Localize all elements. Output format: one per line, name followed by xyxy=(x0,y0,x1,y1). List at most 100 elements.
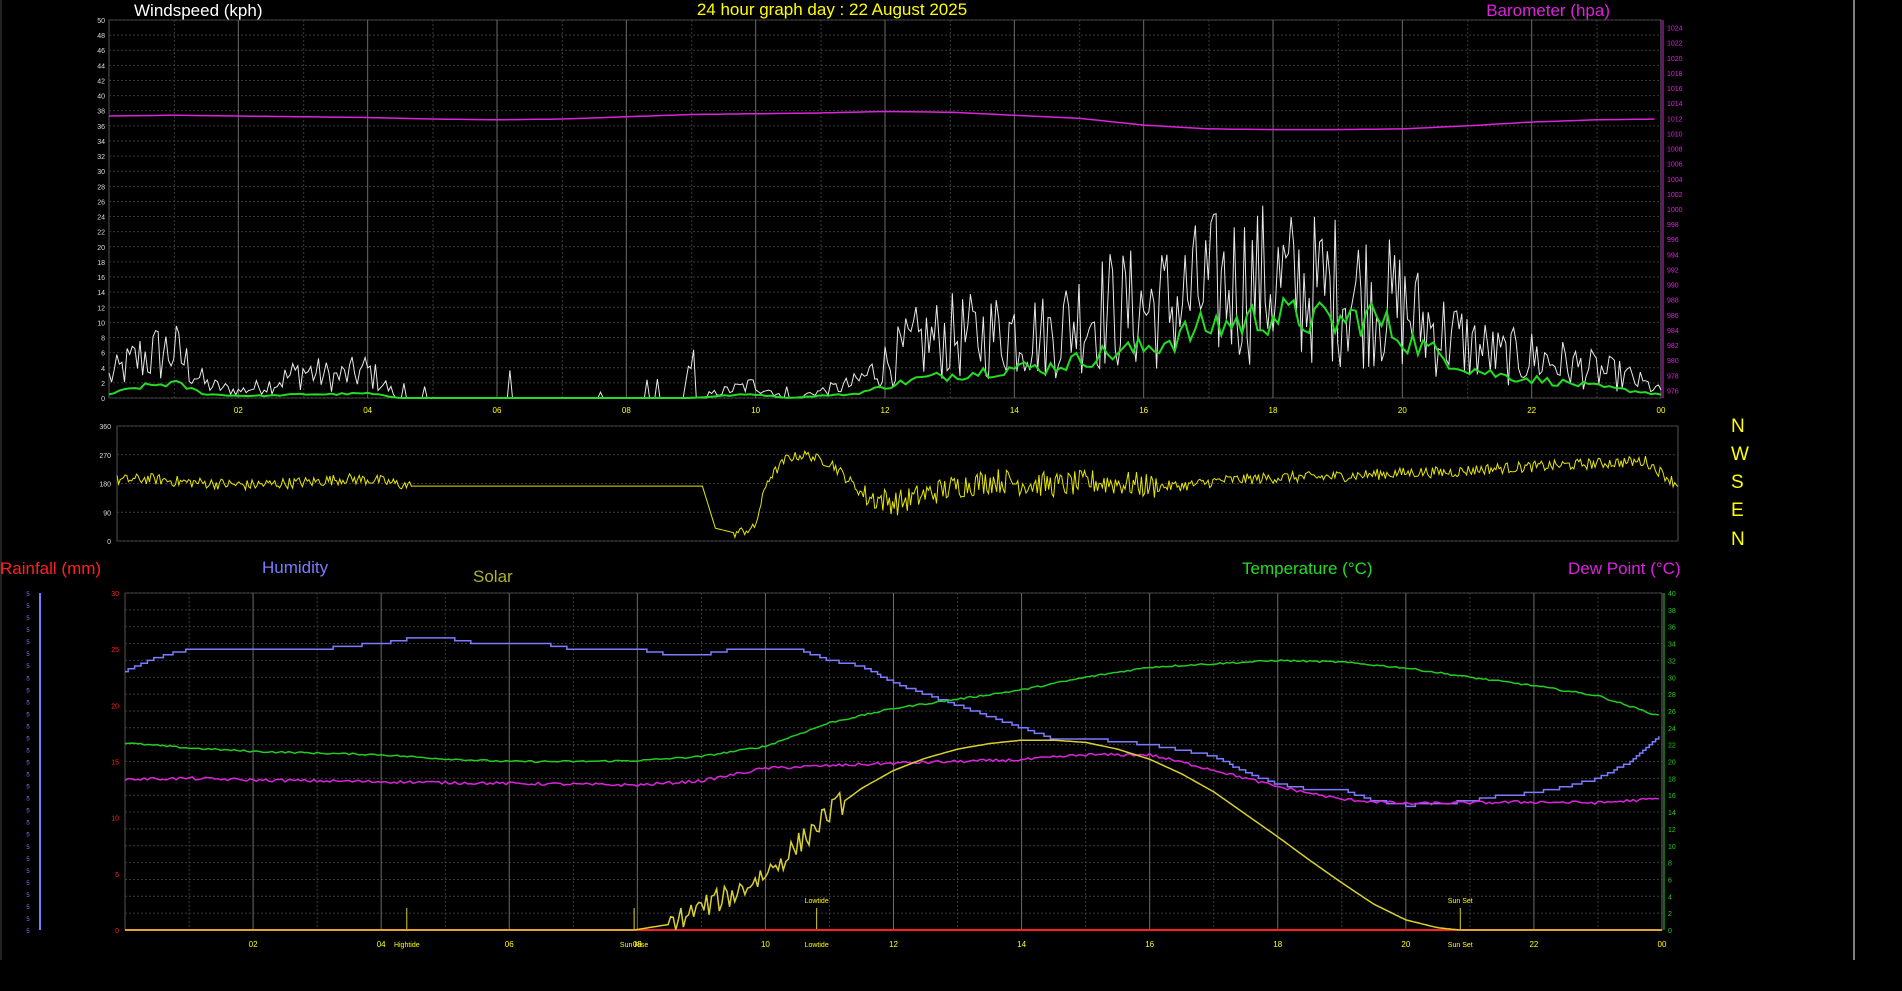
temp-x-tick-label: 12 xyxy=(889,940,898,949)
windspeed-tick-label: 2 xyxy=(101,381,105,388)
barometer-tick-label: 1024 xyxy=(1667,26,1683,33)
barometer-tick-label: 1004 xyxy=(1667,177,1683,184)
temp-x-tick-label: 02 xyxy=(249,940,258,949)
humidity-tick-label: 5 xyxy=(26,929,30,935)
direction-tick-label: 180 xyxy=(99,482,111,489)
temperature-tick-label: 4 xyxy=(1668,894,1672,901)
temperature-humidity-chart: 0246810121416182022242628303234363840051… xyxy=(26,591,1676,949)
dewpoint-axis-label: Dew Point (°C) xyxy=(1568,559,1681,578)
humidity-tick-label: 5 xyxy=(26,700,30,706)
humidity-tick-label: 5 xyxy=(26,664,30,670)
temperature-tick-label: 24 xyxy=(1668,726,1676,733)
barometer-tick-label: 988 xyxy=(1667,298,1679,305)
windspeed-tick-label: 40 xyxy=(97,94,105,101)
rainfall-tick-label: 15 xyxy=(111,760,119,767)
windspeed-tick-label: 34 xyxy=(97,139,105,146)
compass-letter-n-top: N xyxy=(1731,416,1745,437)
windspeed-tick-label: 6 xyxy=(101,351,105,358)
barometer-tick-label: 984 xyxy=(1667,328,1679,335)
windspeed-tick-label: 12 xyxy=(97,305,105,312)
direction-tick-label: 90 xyxy=(103,510,111,517)
windspeed-tick-label: 48 xyxy=(97,33,105,40)
humidity-tick-label: 5 xyxy=(26,688,30,694)
temperature-tick-label: 6 xyxy=(1668,877,1672,884)
temp-x-tick-label: 20 xyxy=(1401,940,1410,949)
humidity-tick-label: 5 xyxy=(26,724,30,730)
barometer-series xyxy=(108,110,1655,131)
annotation-label-bottom: Sun Set xyxy=(1448,942,1473,949)
dewpoint-series xyxy=(124,752,1659,806)
direction-tick-label: 360 xyxy=(99,424,111,431)
annotation-label-bottom: Lowtide xyxy=(805,942,829,949)
humidity-tick-label: 5 xyxy=(26,797,30,803)
barometer-tick-label: 1014 xyxy=(1667,101,1683,108)
temperature-tick-label: 20 xyxy=(1668,760,1676,767)
temperature-tick-label: 0 xyxy=(1668,928,1672,935)
humidity-tick-label: 5 xyxy=(26,905,30,911)
wind-x-tick-label: 00 xyxy=(1657,406,1666,415)
barometer-tick-label: 980 xyxy=(1667,358,1679,365)
solar-series xyxy=(125,739,1662,931)
windspeed-tick-label: 26 xyxy=(97,199,105,206)
temperature-tick-label: 12 xyxy=(1668,827,1676,834)
humidity-tick-label: 5 xyxy=(26,821,30,827)
wind-direction-series xyxy=(116,449,1679,539)
windspeed-tick-label: 50 xyxy=(97,18,105,25)
compass-letter-e: E xyxy=(1731,500,1744,521)
windspeed-tick-label: 16 xyxy=(97,275,105,282)
wind-direction-chart: 0 90 180 270 360 xyxy=(99,424,1679,546)
windspeed-tick-label: 8 xyxy=(101,336,105,343)
barometer-tick-label: 998 xyxy=(1667,222,1679,229)
barometer-tick-label: 996 xyxy=(1667,237,1679,244)
barometer-tick-label: 1020 xyxy=(1667,56,1683,63)
humidity-tick-label: 5 xyxy=(26,652,30,658)
wind-barometer-chart: 0246810121416182022242628303234363840424… xyxy=(97,18,1682,415)
humidity-tick-label: 5 xyxy=(26,773,30,779)
temperature-tick-label: 34 xyxy=(1668,642,1676,649)
wind-x-tick-label: 08 xyxy=(622,406,631,415)
page-title: 24 hour graph day : 22 August 2025 xyxy=(697,0,967,19)
humidity-tick-label: 5 xyxy=(26,809,30,815)
temp-x-tick-label: 10 xyxy=(761,940,770,949)
rainfall-tick-label: 0 xyxy=(115,928,119,935)
barometer-tick-label: 1008 xyxy=(1667,147,1683,154)
humidity-tick-label: 5 xyxy=(26,640,30,646)
solar-axis-label: Solar xyxy=(473,567,513,586)
barometer-tick-label: 978 xyxy=(1667,373,1679,380)
humidity-tick-label: 5 xyxy=(26,676,30,682)
wind-x-tick-label: 18 xyxy=(1269,406,1278,415)
temperature-tick-label: 16 xyxy=(1668,793,1676,800)
temperature-tick-label: 10 xyxy=(1668,844,1676,851)
windspeed-tick-label: 36 xyxy=(97,124,105,131)
temperature-tick-label: 2 xyxy=(1668,911,1672,918)
annotation-label-bottom: Sun Rise xyxy=(620,942,649,949)
windspeed-tick-label: 20 xyxy=(97,245,105,252)
wind-x-tick-label: 16 xyxy=(1139,406,1148,415)
humidity-tick-label: 5 xyxy=(26,616,30,622)
windspeed-tick-label: 46 xyxy=(97,48,105,55)
annotation-label-top: Sun Set xyxy=(1448,898,1473,905)
temperature-tick-label: 28 xyxy=(1668,692,1676,699)
wind-x-tick-label: 06 xyxy=(493,406,502,415)
wind-x-tick-label: 22 xyxy=(1527,406,1536,415)
temperature-series xyxy=(124,659,1659,764)
barometer-tick-label: 976 xyxy=(1667,388,1679,395)
humidity-tick-label: 5 xyxy=(26,604,30,610)
barometer-axis-label: Barometer (hpa) xyxy=(1486,1,1610,20)
humidity-tick-label: 5 xyxy=(26,628,30,634)
temperature-tick-label: 30 xyxy=(1668,675,1676,682)
windspeed-tick-label: 22 xyxy=(97,230,105,237)
direction-tick-label: 270 xyxy=(99,453,111,460)
windspeed-tick-label: 44 xyxy=(97,63,105,70)
temperature-axis-label: Temperature (°C) xyxy=(1242,559,1373,578)
compass-letters: N W S E N xyxy=(1731,416,1749,550)
annotation-label-top: Lowtide xyxy=(805,898,829,905)
rainfall-tick-label: 20 xyxy=(111,703,119,710)
windspeed-axis-label: Windspeed (kph) xyxy=(134,1,263,20)
compass-letter-n-bottom: N xyxy=(1731,529,1745,550)
humidity-series xyxy=(125,637,1660,808)
windspeed-tick-label: 24 xyxy=(97,215,105,222)
windspeed-tick-label: 42 xyxy=(97,78,105,85)
